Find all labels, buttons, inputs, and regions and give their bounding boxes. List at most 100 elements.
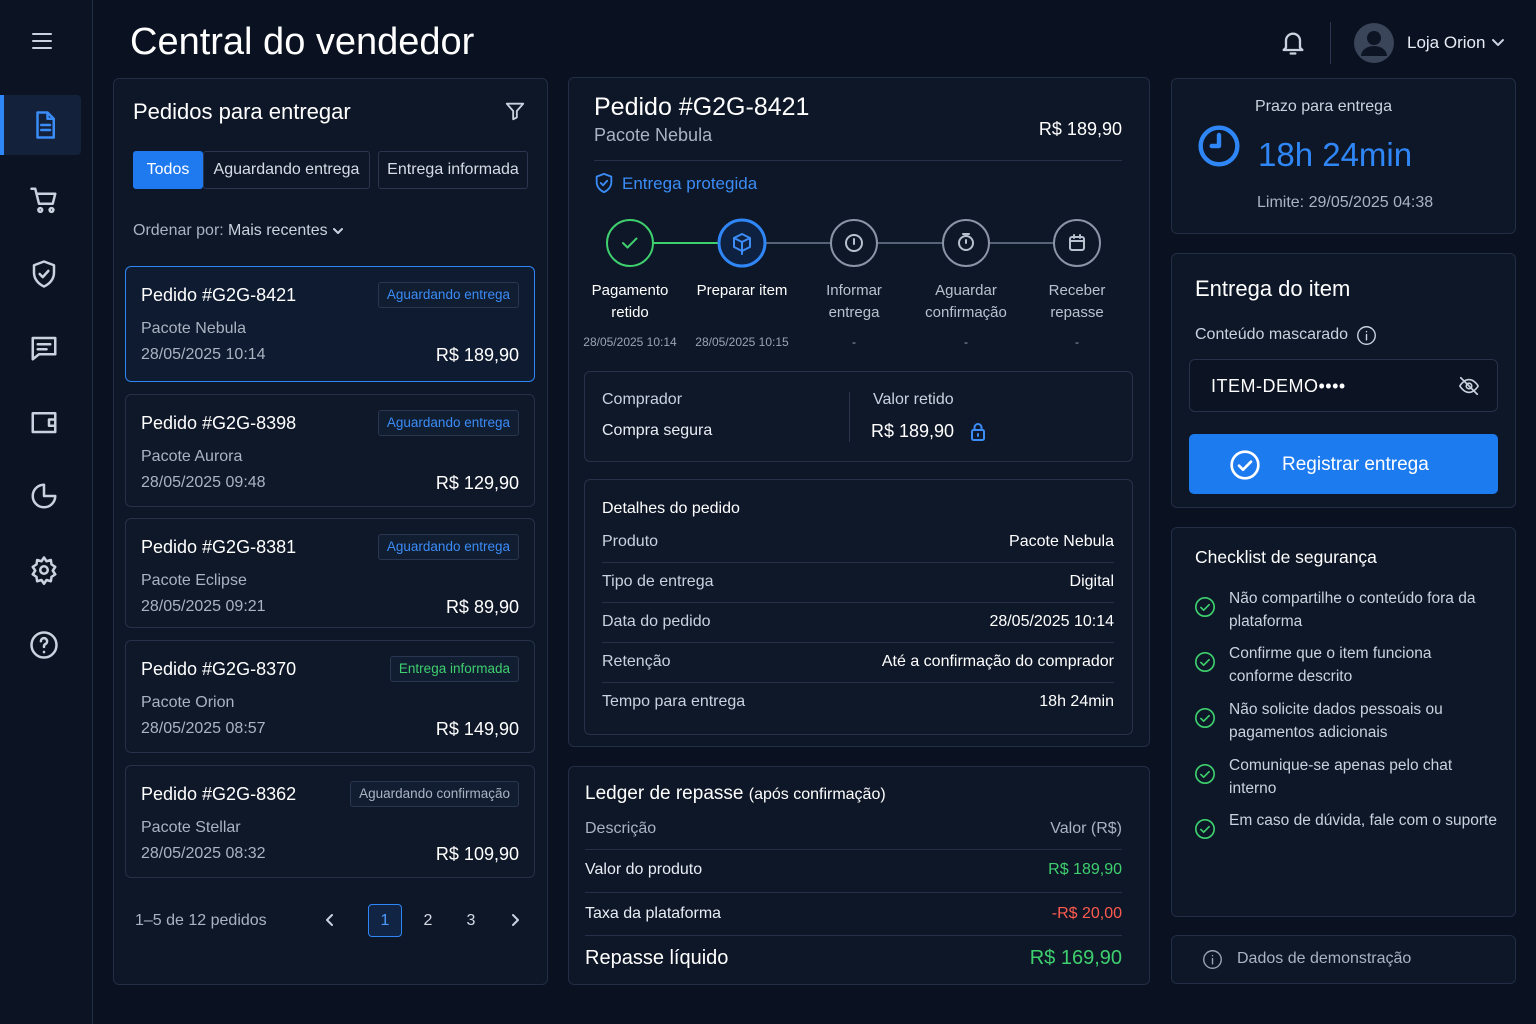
order-date: 28/05/2025 08:32 xyxy=(141,845,266,862)
detail-label: Produto xyxy=(602,533,659,550)
order-product: Pacote Stellar xyxy=(141,819,241,836)
order-product: Pacote Nebula xyxy=(594,125,713,145)
check-icon xyxy=(1195,652,1215,672)
step-icon xyxy=(942,219,990,267)
tab[interactable]: Todos xyxy=(133,151,203,189)
check-icon xyxy=(1195,819,1215,839)
page-title: Central do vendedor xyxy=(130,21,475,63)
checklist-title: Checklist de segurança xyxy=(1195,547,1377,567)
status-badge: Aguardando entrega xyxy=(377,410,519,436)
nav-settings[interactable] xyxy=(29,555,59,585)
info-icon[interactable] xyxy=(1356,325,1377,346)
order-title: Pedido #G2G-8421 xyxy=(594,93,810,121)
deadline-limit: Limite: 29/05/2025 04:38 xyxy=(1257,194,1434,211)
sort-label: Ordenar por: xyxy=(133,222,224,239)
register-button[interactable] xyxy=(1189,434,1498,494)
ledger-panel xyxy=(568,766,1150,985)
order-price: R$ 189,90 xyxy=(435,345,519,365)
step-icon xyxy=(1053,219,1101,267)
notifications[interactable] xyxy=(1279,28,1307,58)
register-button-label[interactable]: Registrar entrega xyxy=(1282,454,1429,475)
ledger-row-value: -R$ 20,00 xyxy=(1051,905,1122,922)
tab[interactable]: Aguardando entrega xyxy=(203,151,370,189)
filter-icon[interactable] xyxy=(504,100,526,122)
nav-shield[interactable] xyxy=(29,259,59,289)
order-date: 28/05/2025 09:21 xyxy=(141,598,266,615)
nav-reports[interactable] xyxy=(29,481,59,511)
ledger-total-value: R$ 169,90 xyxy=(1029,947,1122,969)
separator xyxy=(602,642,1114,643)
user-name[interactable]: Loja Orion xyxy=(1407,33,1486,52)
step-label: Informar entrega xyxy=(826,282,882,321)
clock-icon xyxy=(1198,125,1240,167)
order-product: Pacote Aurora xyxy=(141,448,243,465)
ledger-row-value: R$ 189,90 xyxy=(1048,861,1122,878)
deadline-label: Prazo para entrega xyxy=(1255,98,1392,115)
detail-label: Retenção xyxy=(602,653,671,670)
order-price: R$ 189,90 xyxy=(1038,119,1122,139)
separator xyxy=(585,935,1122,936)
nav-messages[interactable] xyxy=(29,333,59,363)
demo-note-panel xyxy=(1171,935,1516,984)
divider xyxy=(849,392,850,442)
separator xyxy=(602,602,1114,603)
protection-label: Entrega protegida xyxy=(622,174,758,193)
checklist-item: Em caso de dúvida, fale com o suporte xyxy=(1229,812,1497,829)
buyer-label: Comprador xyxy=(602,391,683,408)
check-icon xyxy=(1195,764,1215,784)
pagination-summary: 1–5 de 12 pedidos xyxy=(135,912,267,929)
menu-icon[interactable] xyxy=(30,29,54,53)
held-value: R$ 189,90 xyxy=(871,421,955,441)
page-button[interactable]: 1 xyxy=(368,904,402,937)
step-label: Preparar item xyxy=(696,282,788,299)
order-price: R$ 109,90 xyxy=(435,844,519,864)
step-date: 28/05/2025 10:15 xyxy=(695,335,789,349)
detail-value: Pacote Nebula xyxy=(1009,533,1114,550)
checklist-item: Não solicite dados pessoais ou pagamento… xyxy=(1229,701,1443,741)
step-label: Pagamento retido xyxy=(591,282,669,321)
next-page[interactable] xyxy=(508,912,522,928)
order-date: 28/05/2025 09:48 xyxy=(141,474,266,491)
order-product: Pacote Nebula xyxy=(141,320,246,337)
reveal-toggle[interactable] xyxy=(1457,375,1481,397)
avatar[interactable] xyxy=(1354,23,1394,63)
check-icon xyxy=(1195,708,1215,728)
user-menu-chevron[interactable] xyxy=(1491,37,1505,49)
checklist-item: Não compartilhe o conteúdo fora da plata… xyxy=(1229,590,1476,630)
sort-chevron[interactable] xyxy=(332,226,344,236)
nav-orders[interactable] xyxy=(30,110,60,140)
separator xyxy=(602,562,1114,563)
ledger-row-label: Taxa da plataforma xyxy=(585,905,722,922)
status-badge: Entrega informada xyxy=(389,656,519,682)
step-date: - xyxy=(1075,335,1079,349)
nav-help[interactable] xyxy=(29,630,59,660)
page-button[interactable]: 3 xyxy=(466,911,476,929)
order-id: Pedido #G2G-8421 xyxy=(141,285,297,305)
demo-note: Dados de demonstração xyxy=(1237,950,1412,967)
masked-input[interactable] xyxy=(1189,359,1498,412)
detail-value: 28/05/2025 10:14 xyxy=(989,613,1114,630)
status-badge: Aguardando entrega xyxy=(377,534,519,560)
tab[interactable]: Entrega informada xyxy=(378,151,528,189)
check-icon xyxy=(1195,597,1215,617)
order-id: Pedido #G2G-8381 xyxy=(141,537,297,557)
page-button[interactable]: 2 xyxy=(423,911,433,929)
order-id: Pedido #G2G-8370 xyxy=(141,659,297,679)
detail-label: Data do pedido xyxy=(602,613,711,630)
separator xyxy=(585,849,1122,850)
detail-label: Tipo de entrega xyxy=(602,573,714,590)
prev-page[interactable] xyxy=(323,912,337,928)
step-date: 28/05/2025 10:14 xyxy=(583,335,677,349)
step-icon xyxy=(606,219,654,267)
order-id: Pedido #G2G-8398 xyxy=(141,413,297,433)
step-label: Aguardar confirmação xyxy=(925,282,1007,321)
nav-wallet[interactable] xyxy=(29,407,59,437)
step-label: Receber repasse xyxy=(1048,282,1106,321)
nav-cart[interactable] xyxy=(29,185,59,215)
step-date: - xyxy=(964,335,968,349)
detail-value: 18h 24min xyxy=(1039,693,1114,710)
ledger-row-label: Valor do produto xyxy=(585,861,703,878)
sort-value[interactable]: Mais recentes xyxy=(228,222,328,239)
ledger-title: Ledger de repasse (após confirmação) xyxy=(585,784,886,803)
ledger-header: Valor (R$) xyxy=(1050,820,1122,837)
